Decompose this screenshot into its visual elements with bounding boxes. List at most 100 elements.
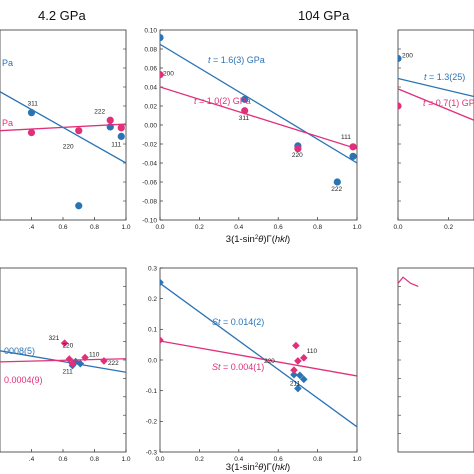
fit-label-blue: 0008(5): [4, 346, 35, 356]
y-tick-label: 0.3: [148, 265, 157, 272]
plot-frame: [397, 267, 474, 453]
point-label: 222: [331, 186, 342, 193]
point-label: 200: [402, 53, 413, 60]
point-label: 110: [307, 348, 318, 355]
data-point-pink: [81, 353, 89, 362]
data-point-blue: [160, 34, 164, 42]
fit-line-pink: [0, 123, 126, 132]
fit-label-pink: 0.0004(9): [4, 375, 43, 385]
data-point-blue: [294, 384, 302, 393]
data-point-blue: [117, 132, 125, 140]
fit-label-pink: Pa: [2, 118, 13, 128]
data-point-pink: [68, 359, 77, 368]
y-tick-label: 0.08: [144, 46, 157, 53]
point-label: 111: [341, 134, 351, 141]
x-tick-label: 1.0: [352, 224, 361, 231]
fit-line-blue: [0, 350, 126, 373]
y-tick-label: -0.04: [142, 160, 157, 167]
y-tick-label: 0.2: [148, 296, 157, 303]
x-tick-label: 0.0: [155, 456, 164, 463]
panel-bottom-middle: 0.0 0.2 0.4 0.6 0.8 1.0 -0.3 -0.2 -0.1 0.0 0.1 0.2 0…: [136, 265, 362, 463]
x-tick-label: 0.4: [234, 224, 243, 231]
point-label: 222: [94, 108, 105, 115]
data-point-blue: [333, 178, 341, 186]
y-tick-label: -0.08: [142, 198, 157, 205]
y-tick-label: -0.06: [142, 179, 157, 186]
y-tick-label: -0.10: [142, 217, 157, 224]
x-tick-label: 0.2: [444, 224, 453, 231]
x-tick-label: 0.2: [195, 456, 204, 463]
data-point-pink: [106, 116, 114, 124]
fit-line-blue: [398, 77, 474, 98]
panel-top-left: .4 0.6 0.8 1.0 Pa Pa 311 222 111 220: [0, 29, 131, 231]
x-tick-label: 0.2: [195, 224, 204, 231]
y-tick-label: -0.02: [142, 141, 157, 148]
x-tick-label: 0.6: [58, 456, 67, 463]
x-axis-label-top: 3(1-sin2θ)Γ(hkl): [226, 234, 290, 245]
y-tick-label: 0.1: [148, 327, 157, 334]
panel-top-right: 0.0 0.2 t = 1.3(25) t = 0.7(1) GPa 200: [393, 29, 474, 231]
x-tick-label: 0.8: [90, 224, 99, 231]
y-tick-label: 0.02: [144, 103, 157, 110]
fit-label-pink: St = 0.004(1): [212, 362, 264, 372]
x-tick-label: .4: [29, 456, 35, 463]
x-tick-label: 0.8: [313, 456, 322, 463]
x-tick-label: 1.0: [121, 224, 130, 231]
panel-title-left: 4.2 GPa: [38, 8, 86, 23]
point-label: 321: [49, 335, 60, 342]
point-label: 220: [264, 358, 275, 365]
data-point-blue: [300, 375, 308, 384]
data-point-blue: [296, 371, 304, 380]
fit-label-blue: t = 1.6(3) GPa: [208, 55, 265, 65]
data-point-blue: [349, 152, 357, 160]
plot-frame: [159, 267, 358, 453]
point-label: 110: [89, 352, 100, 359]
fit-line-pink: [160, 86, 357, 150]
data-point-blue: [398, 54, 402, 63]
data-point-pink: [160, 336, 164, 344]
point-label: 200: [136, 330, 147, 337]
data-point-blue: [75, 202, 83, 210]
x-tick-label: 0.6: [274, 456, 283, 463]
point-label: 220: [63, 144, 74, 151]
data-point-pink: [160, 71, 164, 79]
series-line-pink: [398, 276, 419, 287]
y-tick-label: -0.2: [146, 419, 158, 426]
data-point-pink: [292, 341, 300, 350]
fit-label-blue: Pa: [2, 58, 13, 68]
x-tick-label: .4: [29, 224, 35, 231]
y-tick-label: 0.0: [148, 357, 157, 364]
point-label: 220: [292, 152, 303, 159]
data-point-pink: [300, 354, 308, 362]
data-point-pink: [75, 127, 83, 135]
y-tick-label: 0.04: [144, 84, 157, 91]
x-tick-label: 0.4: [234, 456, 243, 463]
fit-line-blue: [160, 43, 357, 164]
point-label: 111: [111, 141, 121, 148]
point-label: 211: [290, 380, 301, 387]
y-tick-label: -0.1: [146, 388, 158, 395]
y-tick-label: 0.00: [144, 122, 157, 129]
y-tick-label: -0.3: [146, 449, 158, 456]
data-point-pink: [349, 143, 357, 151]
data-point-pink: [294, 145, 302, 153]
data-point-blue: [27, 109, 36, 117]
data-point-blue: [160, 278, 164, 287]
point-label: 311: [239, 115, 250, 122]
fit-line-pink: [398, 88, 474, 121]
fit-line-pink: [160, 340, 357, 377]
fit-label-blue: St = 0.014(2): [212, 317, 264, 327]
data-point-pink: [60, 339, 69, 347]
data-point-pink: [398, 102, 402, 110]
x-axis-label-bottom: 3(1-sin2θ)Γ(hkl): [226, 462, 290, 473]
y-tick-label: 0.06: [144, 65, 157, 72]
fit-label-pink: t = 0.7(1) GPa: [423, 98, 474, 108]
data-point-pink: [27, 129, 36, 137]
data-point-blue: [76, 359, 85, 368]
panel-top-middle: 0.0 0.2 0.4 0.6 0.8 1.0 -0.10 -0.08 -0.06 -0.04 -0…: [142, 27, 362, 231]
fit-label-pink: t = 1.0(2) GPa: [194, 96, 251, 106]
point-label: 220: [62, 342, 73, 349]
panel-title-middle: 104 GPa: [298, 8, 350, 23]
point-label: 200: [163, 71, 174, 78]
